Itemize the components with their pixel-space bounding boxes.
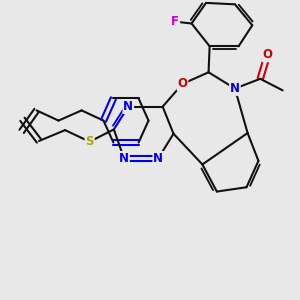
Text: N: N: [119, 152, 129, 165]
Text: N: N: [230, 82, 240, 95]
Text: O: O: [178, 77, 188, 90]
Text: N: N: [123, 100, 133, 113]
Text: F: F: [171, 15, 179, 28]
Text: S: S: [85, 135, 94, 148]
Text: N: N: [153, 152, 163, 165]
Text: O: O: [262, 48, 272, 62]
